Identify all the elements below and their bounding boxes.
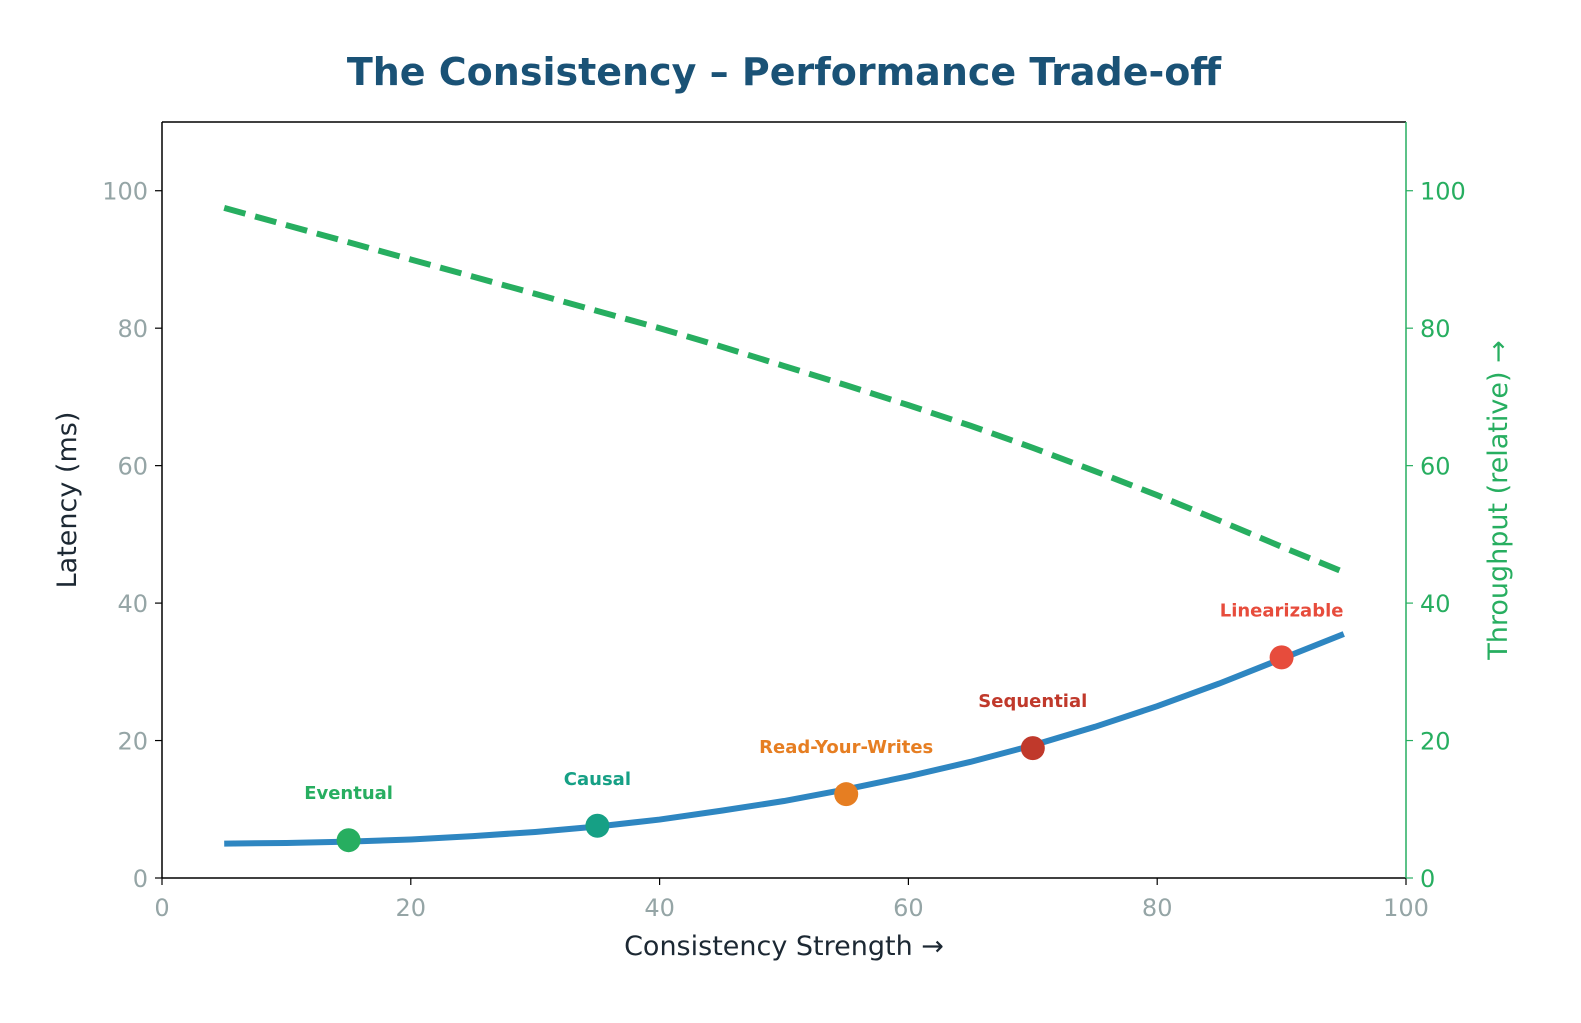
marker-label: Linearizable	[1220, 600, 1344, 621]
x-tick-label: 40	[644, 894, 675, 922]
marker-eventual	[336, 828, 361, 853]
y-tick-label: 20	[117, 728, 148, 756]
y-tick-label: 80	[117, 315, 148, 343]
x-axis-label: Consistency Strength →	[624, 931, 944, 962]
x-tick-label: 60	[893, 894, 924, 922]
marker-linearizable	[1269, 645, 1294, 670]
y2-tick-label: 40	[1420, 590, 1451, 618]
y2-axis-label: Throughput (relative) →	[1483, 340, 1514, 661]
throughput-line	[223, 205, 1345, 575]
marker-label: Read-Your-Writes	[759, 737, 933, 758]
y2-tick-label: 80	[1420, 315, 1451, 343]
y2-tick-label: 20	[1420, 728, 1451, 756]
x-tick-label: 20	[396, 894, 427, 922]
x-tick-label: 0	[154, 894, 169, 922]
marker-label: Causal	[564, 769, 631, 790]
latency-line	[224, 631, 1345, 847]
y-tick-label: 100	[102, 178, 148, 206]
marker-label: Eventual	[304, 783, 393, 804]
y-tick-label: 40	[117, 590, 148, 618]
y2-tick-label: 0	[1420, 865, 1435, 893]
y-tick-label: 0	[133, 865, 148, 893]
x-tick-label: 100	[1383, 894, 1429, 922]
marker-read-your-writes	[834, 782, 859, 807]
plot-area: 0 20 40 60 80 100020406080100020406080100Even…	[102, 121, 1466, 922]
y2-tick-label: 60	[1420, 453, 1451, 481]
y2-tick-label: 100	[1420, 178, 1466, 206]
y-tick-label: 60	[117, 453, 148, 481]
x-tick-label: 80	[1142, 894, 1173, 922]
marker-label: Sequential	[978, 691, 1087, 712]
chart-title: The Consistency – Performance Trade-off	[347, 50, 1223, 94]
marker-causal	[585, 813, 610, 838]
y-axis-label: Latency (ms)	[52, 412, 83, 589]
marker-sequential	[1020, 736, 1045, 761]
